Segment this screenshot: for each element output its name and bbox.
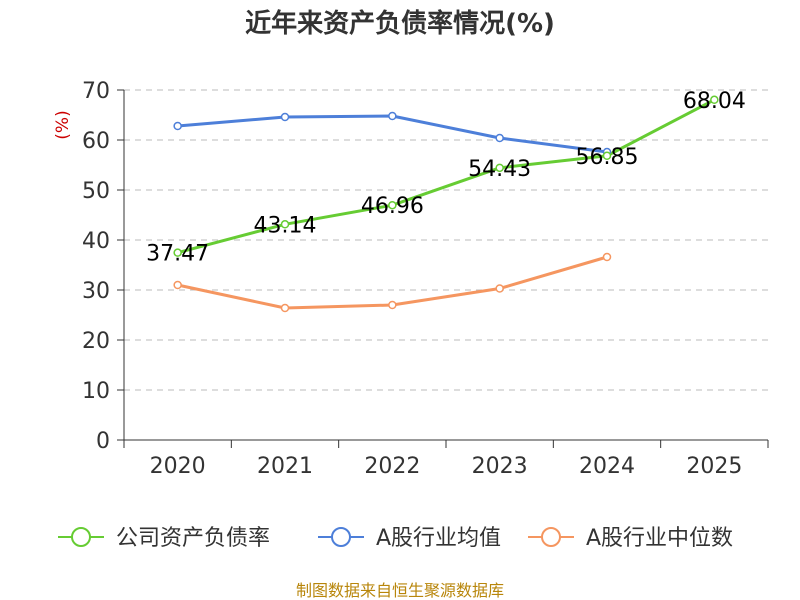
x-tick-label: 2025 [686,454,742,479]
axes: 0 10 20 30 40 50 60 70 2020 2021 2022 2023 2024 2025 [82,79,769,479]
x-tick-label: 2022 [364,454,420,479]
legend-marker [331,527,351,547]
y-tick-label: 0 [96,429,110,454]
data-point [602,151,612,160]
legend-marker [541,527,561,547]
source-note: 制图数据来自恒生聚源数据库 [296,581,504,600]
legend-label: A股行业均值 [376,526,501,551]
series-line [177,98,716,255]
data-point [388,300,397,310]
data-label: 56.85 [576,145,639,170]
data-point [495,284,504,293]
data-point [388,111,397,121]
legend: 公司资产负债率 A股行业均值 A股行业中位数 [58,526,733,551]
x-tick-label: 2020 [150,454,206,479]
gridlines [124,89,768,391]
y-tick-label: 10 [82,379,110,404]
x-tick-label: 2024 [579,454,635,479]
legend-label: A股行业中位数 [586,526,733,551]
data-point [388,200,397,210]
y-tick-label: 20 [82,329,110,354]
data-point [173,248,182,257]
data-point [602,252,612,262]
data-label: 37.47 [146,242,209,267]
data-point [280,220,290,229]
data-point [495,163,504,173]
series-points [173,95,719,313]
series-lines [177,98,716,310]
data-point [173,121,182,131]
data-point [710,95,719,105]
y-axis-label: (%) [53,110,73,139]
data-point [495,133,504,143]
x-tick-label: 2023 [472,454,528,479]
legend-marker [71,527,91,547]
y-tick-label: 60 [82,129,110,154]
data-label: 43.14 [254,213,317,238]
y-tick-label: 70 [82,79,110,104]
data-point [280,112,290,122]
legend-label: 公司资产负债率 [116,526,270,551]
y-tick-label: 40 [82,229,110,254]
data-label: 54.43 [468,157,531,182]
series-line [177,114,608,154]
data-point [280,303,290,313]
series-line [177,255,608,310]
x-tick-label: 2021 [257,454,313,479]
y-tick-label: 50 [82,179,110,204]
data-label: 68.04 [683,89,746,114]
data-point [173,280,182,290]
y-tick-label: 30 [82,279,110,304]
data-labels: 37.47 43.14 46.96 54.43 56.85 68.04 [146,89,746,267]
chart-title: 近年来资产负债率情况(%) [245,8,555,39]
data-label: 46.96 [361,194,424,219]
